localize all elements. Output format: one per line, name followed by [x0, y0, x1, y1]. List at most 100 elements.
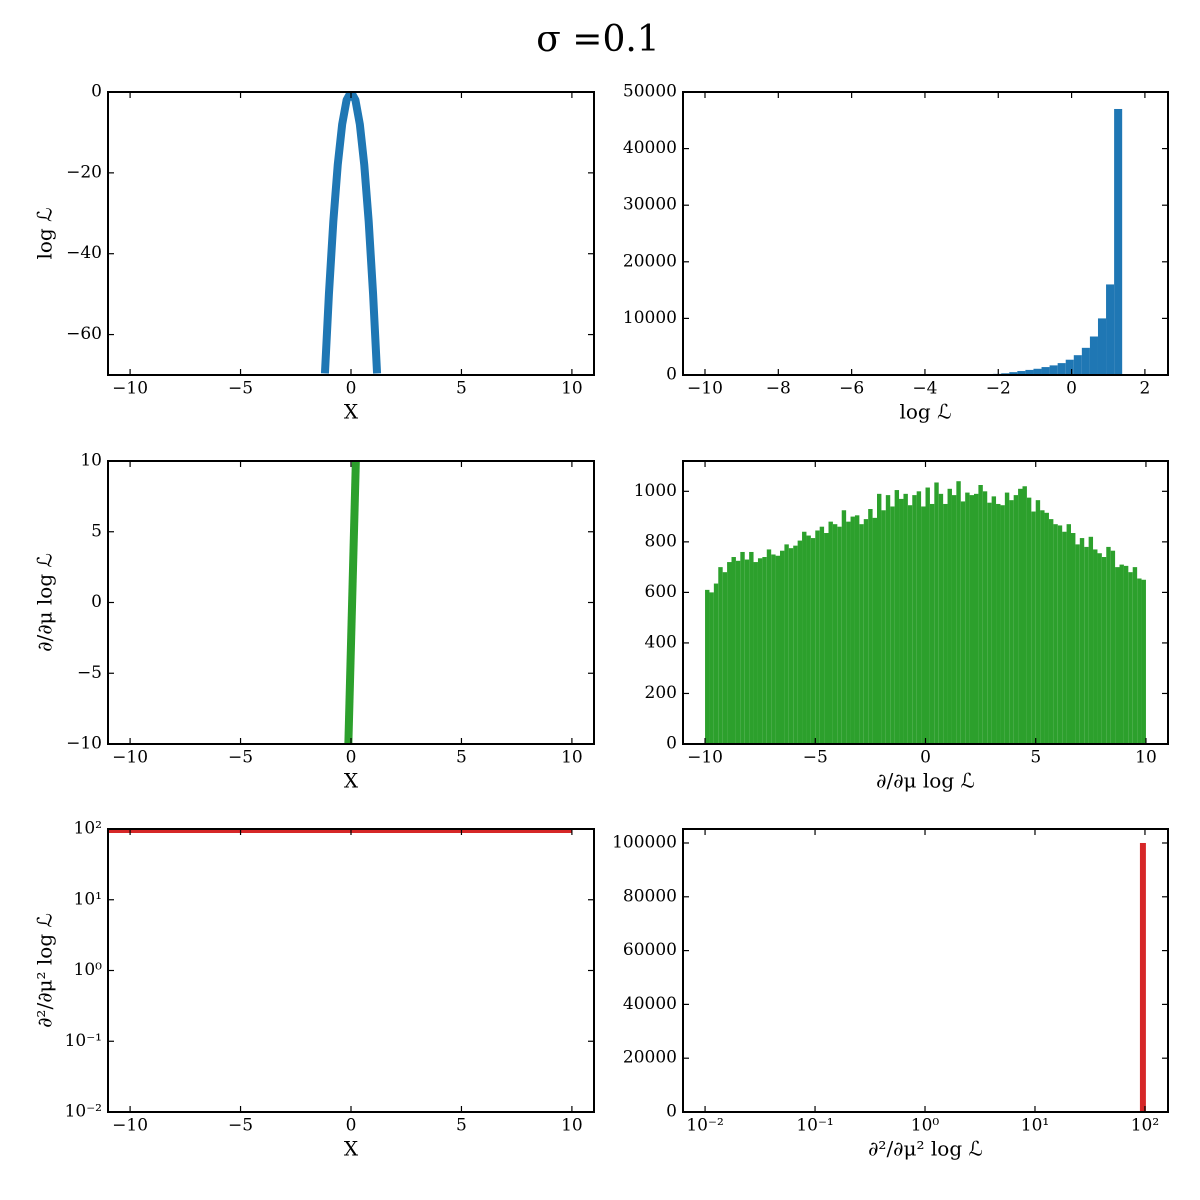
x-tick-label: −5 — [228, 748, 253, 768]
x-tick-label: −5 — [228, 379, 253, 399]
x-tick-label: 10² — [1131, 1116, 1159, 1136]
bar — [969, 495, 974, 744]
x-tick-label: −10 — [112, 1116, 148, 1136]
bar — [916, 491, 922, 744]
bar — [912, 495, 917, 744]
x-tick-label: 5 — [1030, 748, 1041, 768]
bar — [802, 531, 807, 744]
y-tick-label: −60 — [66, 324, 102, 344]
x-tick-label: −5 — [803, 748, 828, 768]
x-tick-label: −8 — [766, 379, 791, 399]
bar — [749, 551, 754, 744]
bar — [788, 548, 794, 744]
bar — [709, 592, 714, 744]
bar — [982, 491, 988, 744]
bar — [837, 526, 842, 744]
bar — [1057, 363, 1066, 375]
y-tick-label: 40000 — [623, 138, 677, 158]
axes-frame — [107, 828, 595, 1113]
y-tick-label: 20000 — [623, 1048, 677, 1068]
bar — [1031, 511, 1036, 744]
y-tick-label: 50000 — [623, 82, 677, 102]
y-tick-label: 80000 — [623, 886, 677, 906]
bar — [1081, 347, 1090, 375]
x-tick-label: −2 — [986, 379, 1011, 399]
bar — [1123, 565, 1129, 744]
plot-area — [1139, 842, 1146, 1112]
bar — [841, 510, 847, 744]
x-axis-label: X — [344, 1137, 359, 1161]
bar — [784, 544, 789, 744]
bar — [1009, 500, 1014, 744]
bar — [947, 488, 952, 744]
bar — [1022, 486, 1027, 744]
bar — [722, 572, 728, 744]
x-tick-label: −10 — [687, 748, 723, 768]
bar — [1009, 372, 1018, 375]
bar — [1093, 549, 1098, 744]
bar — [762, 557, 767, 744]
bar — [846, 521, 851, 744]
x-tick-label: 0 — [1066, 379, 1077, 399]
bar — [718, 567, 723, 744]
bar — [1088, 536, 1094, 744]
bar — [894, 490, 900, 744]
bar — [1097, 553, 1102, 744]
bar — [1044, 512, 1049, 744]
bar — [1132, 567, 1138, 744]
y-tick-label: 20000 — [623, 251, 677, 271]
bar — [766, 549, 772, 744]
bar — [1057, 525, 1063, 744]
bar — [943, 503, 948, 744]
bar — [1048, 519, 1054, 744]
y-axis-label: ∂²/∂μ² log ℒ — [33, 913, 57, 1028]
bar — [744, 559, 750, 744]
bar — [863, 519, 869, 744]
bar — [996, 503, 1001, 744]
bar — [1013, 495, 1019, 744]
y-tick-label: 10¹ — [74, 889, 102, 909]
bar — [1004, 492, 1010, 744]
bar — [859, 524, 864, 744]
y-tick-label: 10 — [80, 451, 102, 471]
y-axis-label: log ℒ — [33, 207, 57, 259]
bar — [815, 530, 820, 744]
bar — [872, 517, 877, 744]
x-tick-label: 10⁰ — [911, 1116, 940, 1136]
x-tick-label: 10 — [561, 379, 583, 399]
y-tick-label: 600 — [645, 582, 677, 602]
bar — [810, 538, 816, 744]
bar — [974, 493, 979, 744]
bar — [806, 535, 811, 744]
bar — [1000, 505, 1005, 744]
bar — [828, 521, 833, 744]
y-tick-label: 5 — [91, 521, 102, 541]
bar — [881, 510, 886, 744]
axes-frame — [682, 91, 1169, 376]
y-tick-label: −20 — [66, 162, 102, 182]
bar — [713, 583, 719, 744]
y-tick-label: 10⁰ — [74, 960, 103, 980]
bar — [885, 495, 891, 744]
bar — [1097, 318, 1107, 375]
y-tick-label: 0 — [666, 365, 677, 385]
bar — [987, 502, 992, 744]
x-tick-label: 0 — [920, 748, 931, 768]
bar — [1017, 371, 1026, 375]
bar — [1062, 531, 1067, 744]
bar — [1035, 500, 1041, 744]
bar — [991, 496, 997, 744]
x-tick-label: 10 — [1135, 748, 1157, 768]
y-tick-label: 10000 — [623, 308, 677, 328]
x-tick-label: 0 — [346, 748, 357, 768]
bar — [1137, 578, 1142, 744]
x-tick-label: 5 — [456, 748, 467, 768]
bar — [797, 540, 803, 744]
bar — [1040, 510, 1045, 744]
bar — [727, 562, 732, 744]
y-tick-label: 0 — [666, 734, 677, 754]
y-tick-label: 60000 — [623, 940, 677, 960]
bar — [1079, 538, 1085, 744]
plot-area — [993, 108, 1123, 375]
